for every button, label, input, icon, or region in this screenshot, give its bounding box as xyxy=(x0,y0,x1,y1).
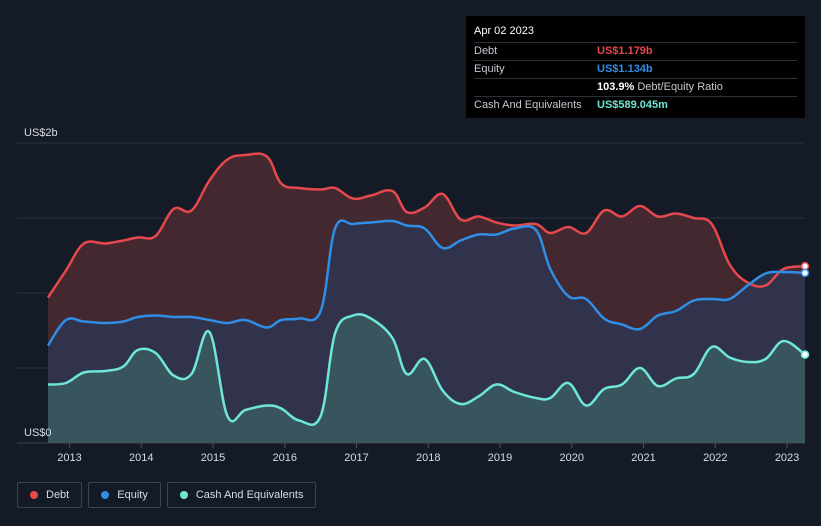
legend-label: Equity xyxy=(117,489,148,501)
legend-item-equity[interactable]: Equity xyxy=(88,482,161,508)
chart-legend: Debt Equity Cash And Equivalents xyxy=(17,482,322,508)
tooltip-date: Apr 02 2023 xyxy=(474,25,534,37)
chart-lines xyxy=(46,152,806,426)
x-tick-label: 2013 xyxy=(57,452,81,464)
x-tick-label: 2019 xyxy=(488,452,512,464)
series-line-2 xyxy=(47,312,806,426)
chart-endpoints xyxy=(800,261,810,359)
x-tick-label: 2016 xyxy=(273,452,297,464)
tooltip-ratio-caption: Debt/Equity Ratio xyxy=(637,81,723,93)
legend-label: Debt xyxy=(46,489,70,501)
x-axis-ticks: 2013 2014 2015 2016 2017 2018 2019 2020 2021 2022… xyxy=(57,443,799,464)
tooltip-value: US$1.179b xyxy=(597,45,653,57)
tooltip-row-ratio: 103.9% Debt/Equity Ratio xyxy=(474,78,797,96)
y-axis-top-label: US$2b xyxy=(24,127,58,139)
x-tick-label: 2014 xyxy=(129,452,153,464)
data-tooltip: Apr 02 2023 Debt US$1.179b Equity US$1.1… xyxy=(466,16,805,118)
x-tick-label: 2018 xyxy=(416,452,440,464)
legend-dot-icon xyxy=(101,491,110,499)
x-tick-label: 2020 xyxy=(560,452,584,464)
tooltip-value: 103.9% xyxy=(597,81,635,93)
series-area-2 xyxy=(48,314,805,443)
tooltip-row-debt: Debt US$1.179b xyxy=(474,42,797,60)
y-axis-bottom-label: US$0 xyxy=(24,427,52,439)
series-line-0 xyxy=(46,152,806,299)
series-line-1 xyxy=(46,219,806,347)
legend-item-cash[interactable]: Cash And Equivalents xyxy=(166,482,317,508)
tooltip-label: Cash And Equivalents xyxy=(474,99,582,111)
x-tick-label: 2021 xyxy=(631,452,655,464)
tooltip-label: Equity xyxy=(474,63,505,75)
x-tick-label: 2022 xyxy=(703,452,727,464)
tooltip-row-equity: Equity US$1.134b xyxy=(474,60,797,78)
tooltip-value: US$589.045m xyxy=(597,99,668,111)
x-tick-label: 2015 xyxy=(201,452,225,464)
tooltip-label xyxy=(474,79,597,96)
x-tick-label: 2017 xyxy=(344,452,368,464)
legend-label: Cash And Equivalents xyxy=(195,489,304,501)
x-tick-label: 2023 xyxy=(775,452,799,464)
tooltip-row-cash: Cash And Equivalents US$589.045m xyxy=(474,96,797,114)
legend-dot-icon xyxy=(30,491,38,499)
series-endpoint-2 xyxy=(800,350,810,359)
series-endpoint-1 xyxy=(800,268,810,278)
legend-dot-icon xyxy=(179,491,188,499)
series-endpoint-0 xyxy=(800,261,810,271)
tooltip-value: US$1.134b xyxy=(597,63,653,75)
legend-item-debt[interactable]: Debt xyxy=(17,482,83,508)
tooltip-label: Debt xyxy=(474,45,498,57)
chart-areas xyxy=(48,153,805,443)
